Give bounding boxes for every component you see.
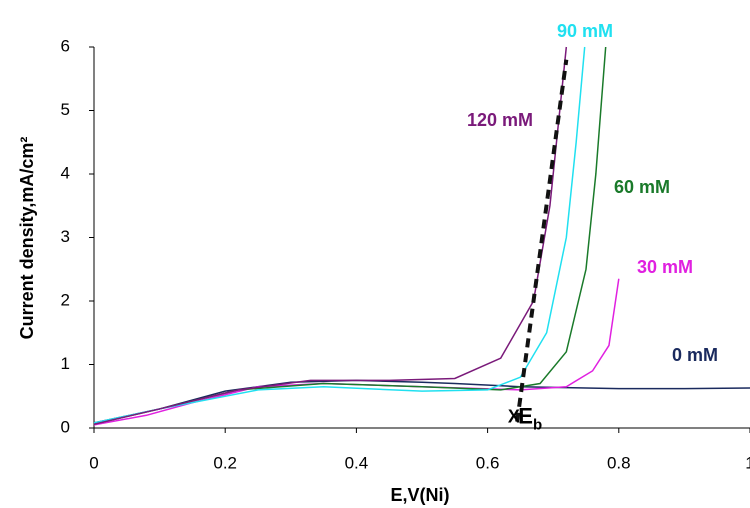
x-axis-label: E,V(Ni) [390, 485, 449, 505]
y-tick-label: 6 [61, 36, 70, 55]
line-series [93, 46, 568, 425]
y-tick-label: 0 [61, 417, 70, 436]
x-tick-label: 0.2 [213, 453, 237, 472]
y-tick-label: 5 [61, 100, 70, 119]
annotation-text: X [508, 406, 520, 426]
x-tick-label: 0.4 [345, 453, 369, 472]
series-label: 120 mM [467, 110, 533, 130]
series-label: 60 mM [614, 177, 670, 197]
series-label: 90 mM [557, 21, 613, 41]
y-tick-label: 4 [61, 163, 70, 182]
y-tick-label: 3 [61, 227, 70, 246]
line-series [93, 379, 750, 424]
x-tick-label: 0.6 [476, 453, 500, 472]
y-tick-label: 1 [61, 354, 70, 373]
x-tick-label: 0.8 [607, 453, 631, 472]
y-axis-label: Current density,mA/cm² [17, 137, 37, 340]
annotation: Eb [518, 403, 542, 433]
annotation: X [508, 406, 520, 426]
annotation-subscript: b [533, 417, 542, 434]
line-series [93, 46, 586, 424]
line-series [93, 46, 607, 425]
series-label: 0 mM [672, 345, 718, 365]
x-tick-label: 1 [745, 453, 750, 472]
line-series [93, 278, 620, 426]
series-label: 30 mM [637, 257, 693, 277]
annotation-text: E [518, 403, 533, 428]
x-tick-label: 0 [89, 453, 98, 472]
y-tick-label: 2 [61, 290, 70, 309]
dashed-line [515, 59, 569, 422]
